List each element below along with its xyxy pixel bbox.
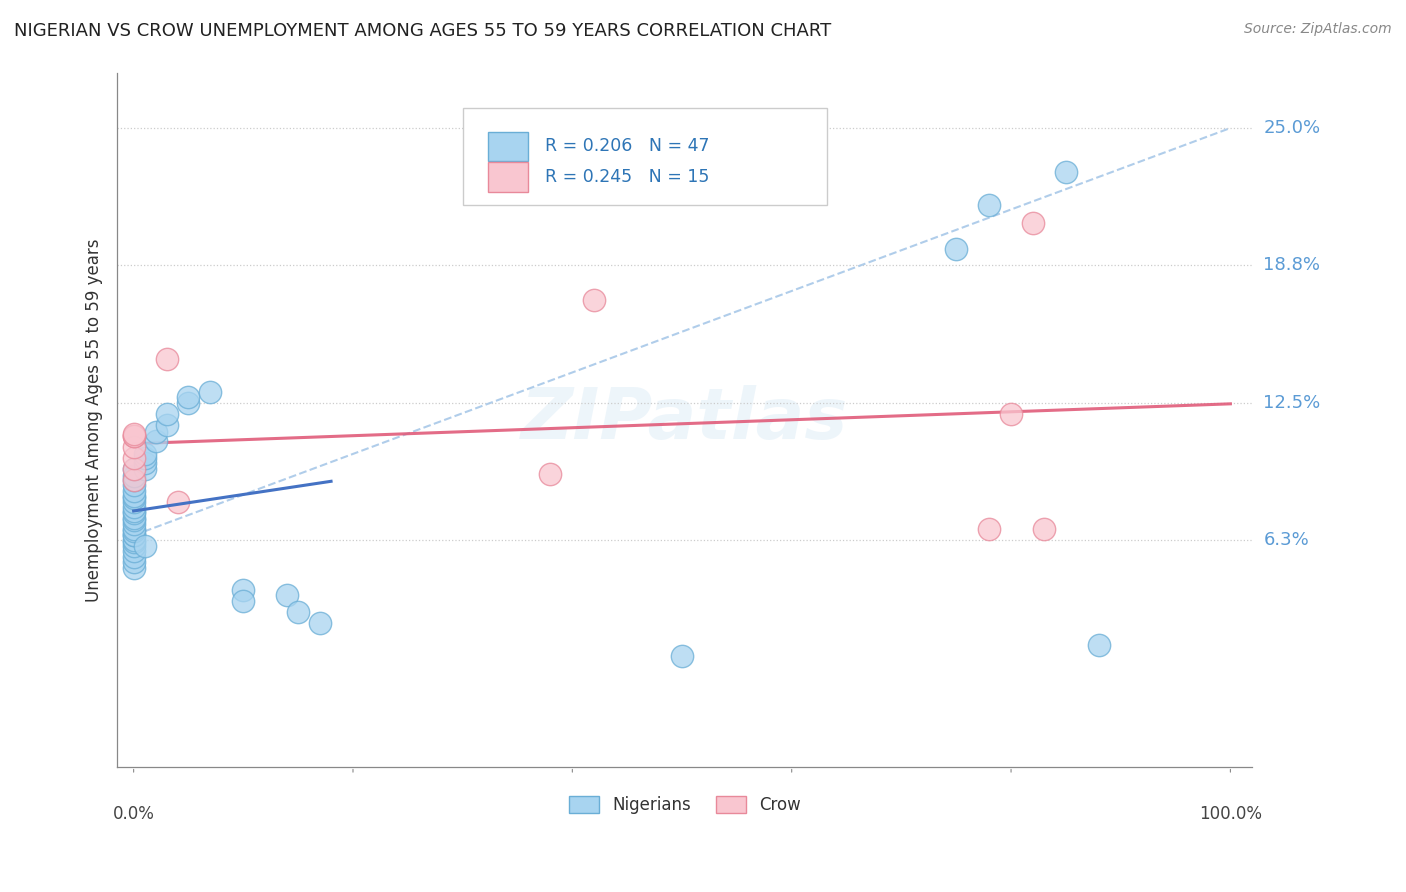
Point — [122, 524, 145, 538]
Text: 100.0%: 100.0% — [1199, 805, 1263, 823]
Text: Source: ZipAtlas.com: Source: ZipAtlas.com — [1244, 22, 1392, 37]
FancyBboxPatch shape — [464, 108, 827, 205]
Point — [134, 462, 156, 476]
Point — [145, 425, 167, 439]
Point — [122, 543, 145, 558]
Point — [309, 616, 332, 631]
Point — [1088, 639, 1111, 653]
Legend: Nigerians, Crow: Nigerians, Crow — [562, 789, 807, 821]
Point — [232, 583, 254, 598]
Point — [977, 522, 1000, 536]
Point — [122, 495, 145, 509]
Bar — [488, 132, 529, 161]
Point — [122, 462, 145, 476]
Point — [177, 396, 200, 410]
Point — [177, 390, 200, 404]
Point — [122, 489, 145, 503]
Point — [145, 434, 167, 448]
Point — [122, 513, 145, 527]
Text: NIGERIAN VS CROW UNEMPLOYMENT AMONG AGES 55 TO 59 YEARS CORRELATION CHART: NIGERIAN VS CROW UNEMPLOYMENT AMONG AGES… — [14, 22, 831, 40]
Point — [276, 588, 298, 602]
Point — [134, 456, 156, 470]
Point — [122, 550, 145, 565]
Point — [155, 407, 177, 421]
Bar — [488, 162, 529, 192]
Point — [122, 429, 145, 443]
Point — [134, 451, 156, 466]
Point — [583, 293, 606, 307]
Point — [671, 649, 693, 664]
Point — [287, 606, 309, 620]
Point — [122, 477, 145, 491]
Text: R = 0.206   N = 47: R = 0.206 N = 47 — [546, 137, 710, 155]
Text: ZIPatlas: ZIPatlas — [522, 385, 848, 454]
Point — [122, 540, 145, 554]
Text: R = 0.245   N = 15: R = 0.245 N = 15 — [546, 168, 710, 186]
Point — [134, 447, 156, 461]
Point — [122, 473, 145, 487]
Point — [122, 533, 145, 547]
Point — [122, 429, 145, 443]
Point — [122, 561, 145, 575]
Point — [122, 440, 145, 454]
Point — [166, 495, 188, 509]
Text: 0.0%: 0.0% — [112, 805, 155, 823]
Point — [122, 522, 145, 536]
Point — [232, 594, 254, 608]
Point — [1000, 407, 1022, 421]
Point — [122, 535, 145, 549]
Point — [200, 385, 222, 400]
Point — [122, 500, 145, 514]
Point — [1054, 165, 1077, 179]
Point — [122, 462, 145, 476]
Text: 12.5%: 12.5% — [1264, 394, 1320, 412]
Text: 25.0%: 25.0% — [1264, 119, 1320, 137]
Y-axis label: Unemployment Among Ages 55 to 59 years: Unemployment Among Ages 55 to 59 years — [86, 238, 103, 601]
Point — [1022, 216, 1045, 230]
Point — [122, 507, 145, 521]
Point — [134, 540, 156, 554]
Point — [122, 427, 145, 442]
Point — [155, 352, 177, 367]
Point — [155, 418, 177, 433]
Point — [122, 491, 145, 505]
Point — [122, 528, 145, 542]
Point — [122, 504, 145, 518]
Point — [122, 528, 145, 542]
Point — [122, 484, 145, 499]
Point — [538, 467, 561, 481]
Point — [1032, 522, 1054, 536]
Point — [945, 242, 967, 256]
Point — [977, 198, 1000, 212]
Point — [122, 451, 145, 466]
Point — [122, 469, 145, 483]
Point — [122, 473, 145, 487]
Point — [122, 517, 145, 532]
Point — [122, 555, 145, 569]
Text: 18.8%: 18.8% — [1264, 255, 1320, 274]
Point — [122, 510, 145, 524]
Text: 6.3%: 6.3% — [1264, 531, 1309, 549]
